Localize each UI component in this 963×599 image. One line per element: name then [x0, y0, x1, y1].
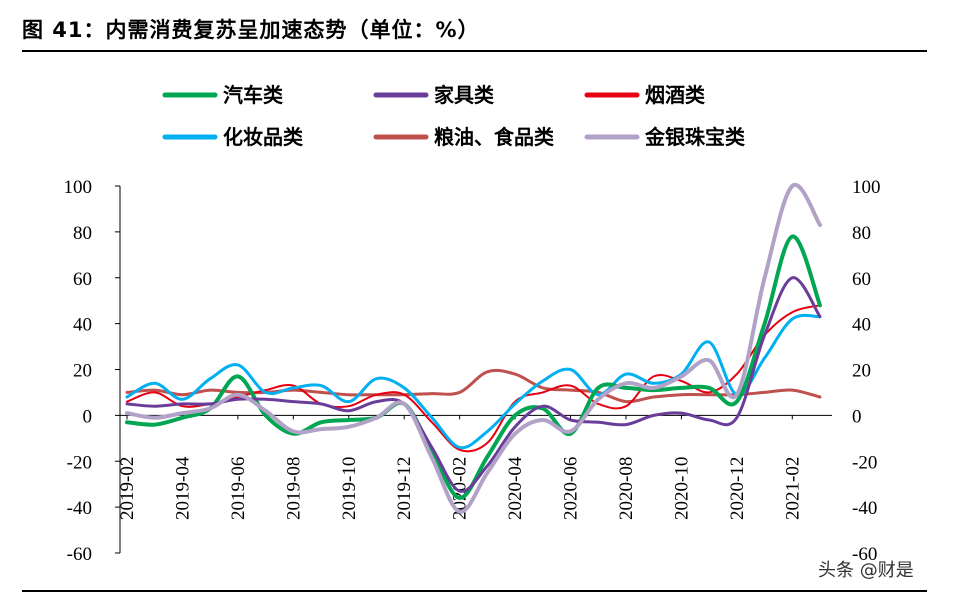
y2-tick-label: 40	[852, 315, 871, 336]
axes: -60 -40 -20 0 20 40 60 80 100 -60 -40 -20 0 20 40 60 80 1…	[64, 177, 881, 565]
x-tick-label: 2020-02	[450, 457, 471, 520]
y2-tick-label: -40	[852, 498, 877, 519]
y-tick-label: -60	[67, 544, 92, 565]
legend-label: 粮油、食品类	[434, 125, 554, 149]
y-tick-label: 80	[73, 223, 92, 244]
series-line-3	[125, 313, 822, 450]
series-line-5	[125, 182, 822, 514]
x-tick-label: 2021-02	[782, 457, 803, 520]
series-line-1	[125, 276, 822, 493]
y2-tick-label: 100	[852, 177, 881, 198]
legend-label: 家具类	[434, 83, 494, 107]
y-tick-label: 40	[73, 315, 92, 336]
y-tick-label: 100	[64, 177, 93, 198]
legend-label: 金银珠宝类	[644, 125, 745, 149]
y2-tick-label: 60	[852, 269, 871, 290]
y-tick-label: -20	[67, 452, 92, 473]
x-tick-label: 2020-04	[505, 456, 526, 520]
x-tick-label: 2019-04	[172, 456, 193, 520]
bottom-rule	[22, 590, 927, 592]
x-tick-label: 2019-06	[228, 457, 249, 520]
legend-label: 化妆品类	[223, 125, 303, 149]
y-tick-label: 60	[73, 269, 92, 290]
x-tick-label: 2020-08	[616, 457, 637, 520]
top-rule	[22, 50, 927, 52]
x-tick-label: 2019-10	[339, 457, 360, 520]
watermark: 头条 @财是	[818, 560, 914, 581]
x-tick-label: 2020-10	[671, 457, 692, 520]
y2-tick-label: 80	[852, 223, 871, 244]
series-line-4	[125, 368, 822, 404]
x-tick-label: 2020-06	[561, 457, 582, 520]
series-lines	[125, 182, 822, 514]
y2-tick-label: 0	[852, 406, 862, 427]
x-tick-label: 2019-08	[283, 457, 304, 520]
legend-label: 烟酒类	[645, 83, 705, 107]
y2-tick-label: 20	[852, 361, 871, 382]
x-tick-label: 2020-12	[727, 457, 748, 520]
x-tick-label: 2019-12	[394, 457, 415, 520]
y-tick-label: 0	[83, 406, 93, 427]
figure-title: 图 41：内需消费复苏呈加速态势（单位：%）	[22, 18, 480, 42]
legend-label: 汽车类	[223, 83, 283, 107]
y-tick-label: 20	[73, 361, 92, 382]
y2-tick-label: -20	[852, 452, 877, 473]
y2-tick-label: -60	[852, 544, 877, 565]
x-tick-label: 2019-02	[117, 457, 138, 520]
y-tick-label: -40	[67, 498, 92, 519]
series-line-0	[125, 234, 822, 500]
